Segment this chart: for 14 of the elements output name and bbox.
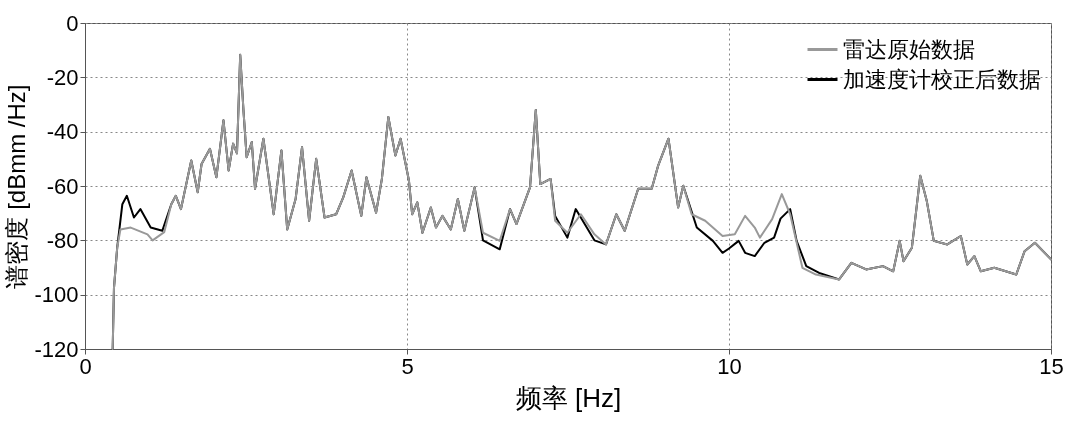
- x-tick-label: 5: [401, 353, 414, 379]
- x-tick-label: 15: [1039, 353, 1064, 379]
- y-tick-label: -60: [46, 173, 79, 199]
- y-tick-label: -100: [34, 282, 79, 308]
- legend-label: 加速度计校正后数据: [843, 66, 1041, 92]
- y-axis-title: 谱密度 [dBmm /Hz]: [3, 84, 31, 289]
- y-tick-label: -20: [46, 64, 79, 90]
- legend-label: 雷达原始数据: [843, 36, 975, 62]
- y-tick-label: -120: [34, 336, 79, 362]
- y-tick-label: 0: [66, 10, 79, 36]
- y-tick-label: -80: [46, 227, 79, 253]
- x-tick-label: 10: [717, 353, 742, 379]
- y-tick-label: -40: [46, 119, 79, 145]
- x-axis-title: 频率 [Hz]: [515, 382, 622, 413]
